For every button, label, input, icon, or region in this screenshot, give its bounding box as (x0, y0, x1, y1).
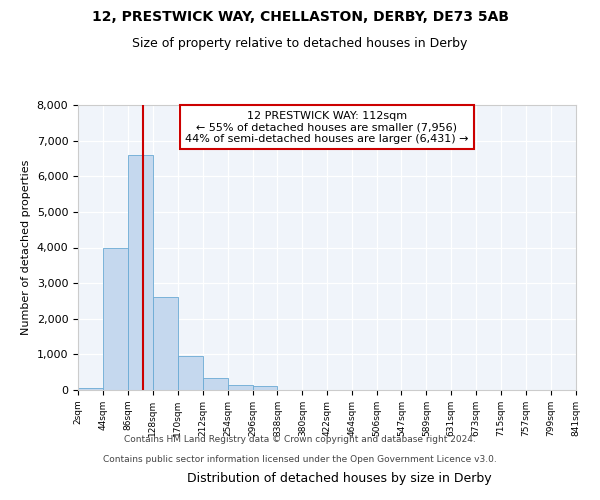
Bar (153, 296, 178, 390)
Text: Size of property relative to detached houses in Derby: Size of property relative to detached ho… (133, 38, 467, 51)
Text: Distribution of detached houses by size in Derby: Distribution of detached houses by size … (187, 472, 491, 485)
Bar (78, 388, 103, 390)
Text: Contains HM Land Registry data © Crown copyright and database right 2024.: Contains HM Land Registry data © Crown c… (124, 435, 476, 444)
Bar (227, 386, 253, 390)
Bar (128, 155, 153, 390)
Text: Contains public sector information licensed under the Open Government Licence v3: Contains public sector information licen… (103, 455, 497, 464)
Bar (103, 248, 128, 390)
Text: 12, PRESTWICK WAY, CHELLASTON, DERBY, DE73 5AB: 12, PRESTWICK WAY, CHELLASTON, DERBY, DE… (91, 10, 509, 24)
Bar (178, 356, 203, 390)
Y-axis label: Number of detached properties: Number of detached properties (21, 160, 31, 335)
Bar (203, 378, 227, 390)
Bar (253, 386, 277, 390)
Text: 12 PRESTWICK WAY: 112sqm
← 55% of detached houses are smaller (7,956)
44% of sem: 12 PRESTWICK WAY: 112sqm ← 55% of detach… (185, 110, 469, 144)
